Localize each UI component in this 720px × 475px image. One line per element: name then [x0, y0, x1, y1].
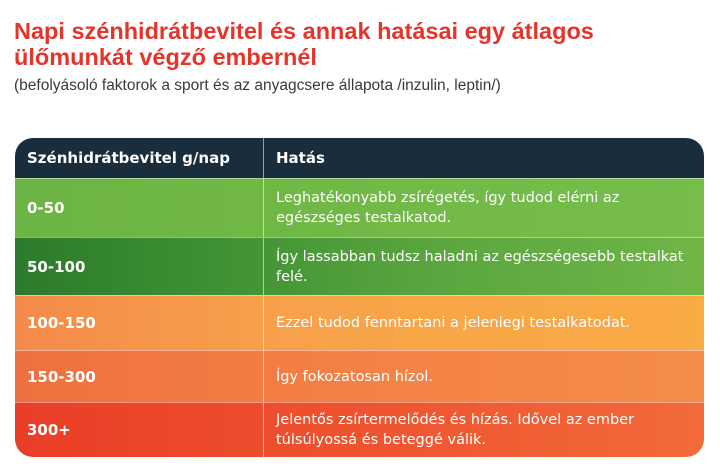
effect-description: Így lassabban tudsz haladni az egészsége…	[276, 248, 684, 285]
intake-range: 300+	[15, 403, 264, 457]
table-row: 0-50 Leghatékonyabb zsírégetés, így tudo…	[15, 178, 704, 237]
effect-description: Leghatékonyabb zsírégetés, így tudod elé…	[276, 190, 620, 226]
table-row: 100-150 Ezzel tudod fenntartani a jelenl…	[15, 295, 704, 350]
carb-intake-table: Szénhidrátbevitel g/nap Hatás 0-50 Legha…	[15, 138, 704, 457]
effect-description: Ezzel tudod fenntartani a jelenlegi test…	[276, 315, 631, 331]
table-header-row: Szénhidrátbevitel g/nap Hatás	[15, 138, 704, 178]
table-row: 300+ Jelentős zsírtermelődés és hízás. I…	[15, 402, 704, 457]
column-header-intake: Szénhidrátbevitel g/nap	[15, 138, 264, 178]
effect-description: Így fokozatosan hízol.	[276, 368, 434, 385]
effect-description: Jelentős zsírtermelődés és hízás. Idővel…	[276, 412, 635, 448]
intake-range: 150-300	[15, 351, 264, 402]
column-header-effect: Hatás	[276, 149, 325, 167]
table-row: 150-300 Így fokozatosan hízol.	[15, 350, 704, 402]
intake-range: 50-100	[15, 238, 264, 295]
intake-range: 100-150	[15, 296, 264, 350]
page-subtitle: (befolyásoló faktorok a sport és az anya…	[14, 77, 501, 94]
table-row: 50-100 Így lassabban tudsz haladni az eg…	[15, 237, 704, 295]
page-title: Napi szénhidrátbevitel és annak hatásai …	[14, 18, 594, 70]
intake-range: 0-50	[15, 179, 264, 237]
